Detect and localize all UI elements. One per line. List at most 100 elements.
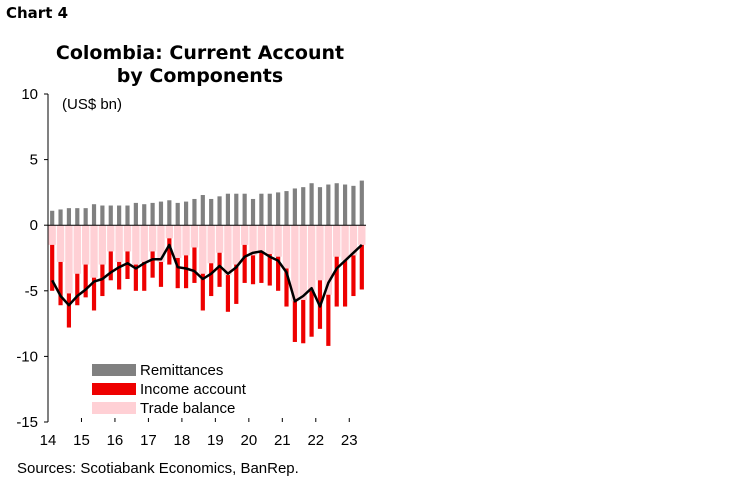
trade-balance-bar	[182, 225, 190, 256]
remittances-bar	[75, 208, 80, 226]
remittances-bar	[66, 208, 72, 226]
trade-balance-bar	[207, 225, 215, 264]
unit-label: (US$ bn)	[62, 96, 122, 113]
remittances-bar	[133, 202, 138, 226]
income-account-bar	[150, 251, 155, 278]
trade-balance-bar	[324, 225, 333, 295]
remittances-bar	[50, 210, 55, 226]
bars-layer	[48, 180, 366, 346]
remittances-bar	[309, 183, 314, 226]
trade-balance-bar	[73, 225, 81, 274]
income-account-bar	[359, 244, 364, 290]
legend-trade-balance-label: Trade balance	[140, 400, 235, 417]
income-account-bar	[192, 247, 197, 283]
chart-title-line2: by Components	[116, 65, 284, 87]
income-account-bar	[117, 261, 122, 290]
trade-balance-bar	[257, 225, 266, 252]
current-account-line	[51, 243, 363, 308]
remittances-bar	[209, 198, 214, 226]
income-account-bar	[301, 299, 306, 344]
y-tick-label: 5	[30, 152, 38, 169]
trade-balance-bar	[165, 225, 174, 239]
income-account-bar	[334, 256, 339, 307]
trade-balance-bar	[341, 225, 349, 261]
remittances-bar	[175, 202, 180, 226]
income-account-bar	[250, 255, 256, 285]
trade-balance-bar	[148, 225, 157, 252]
remittances-bar	[317, 187, 323, 226]
income-account-bar	[326, 294, 331, 346]
income-account-bar	[66, 293, 72, 328]
remittances-bar	[158, 201, 164, 226]
legend-remittances-label: Remittances	[140, 362, 223, 379]
income-account-bar	[225, 275, 231, 312]
income-account-bar	[200, 273, 205, 311]
trade-balance-bar	[98, 225, 107, 265]
remittances-bar	[200, 195, 205, 226]
x-tick-label: 23	[341, 432, 358, 449]
income-account-bar	[183, 255, 189, 289]
trade-balance-bar	[81, 225, 90, 265]
income-account-bar	[351, 255, 356, 297]
trade-balance-bar	[282, 225, 291, 269]
x-tick-label: 17	[140, 432, 157, 449]
trade-balance-bar	[48, 225, 56, 245]
trade-balance-bar	[316, 225, 324, 281]
chart-title: Colombia: Current Account by Components	[40, 42, 360, 88]
remittances-bar	[301, 187, 306, 226]
remittances-bar	[359, 180, 364, 226]
x-tick-label: 19	[207, 432, 224, 449]
income-account-bar	[209, 263, 214, 297]
remittances-bar	[342, 184, 348, 226]
remittances-bar	[292, 188, 297, 226]
trade-balance-bar	[190, 225, 199, 248]
trade-balance-bar	[274, 225, 282, 257]
x-tick-label: 22	[307, 432, 324, 449]
income-account-bar	[133, 264, 138, 291]
trade-balance-bar	[358, 225, 366, 245]
income-account-bar	[158, 261, 164, 287]
remittances-bar	[125, 205, 130, 226]
x-tick-label: 16	[107, 432, 124, 449]
y-tick-label: -15	[16, 414, 38, 431]
x-tick-label: 18	[174, 432, 191, 449]
remittances-bar	[83, 208, 88, 226]
y-tick-label: -5	[25, 283, 38, 300]
remittances-bar	[117, 205, 122, 226]
trade-balance-bar	[215, 225, 224, 253]
trade-balance-bar	[232, 225, 240, 265]
income-account-bar	[234, 264, 239, 304]
trade-balance-bar	[199, 225, 207, 274]
income-account-bar	[259, 251, 264, 283]
trade-balance-bar	[299, 225, 307, 300]
income-account-bar	[75, 273, 80, 306]
y-tick-label: 0	[30, 217, 38, 234]
trade-balance-bar	[157, 225, 165, 262]
income-account-bar	[167, 238, 172, 265]
income-account-bar	[267, 254, 272, 286]
remittances-bar	[259, 193, 264, 226]
trade-balance-bar	[249, 225, 257, 256]
income-account-bar	[284, 268, 289, 307]
remittances-bar	[150, 202, 155, 226]
income-account-bar	[83, 264, 88, 298]
legend-remittances-swatch	[92, 364, 136, 376]
legend: Remittances Income account Trade balance	[92, 362, 247, 417]
source-note: Sources: Scotiabank Economics, BanRep.	[17, 460, 299, 477]
income-account-bar	[242, 244, 247, 283]
trade-balance-bar	[65, 225, 73, 294]
income-account-bar	[58, 261, 63, 306]
trade-balance-bar	[123, 225, 132, 252]
legend-income-account-label: Income account	[140, 381, 247, 398]
trade-balance-bar	[333, 225, 341, 257]
remittances-bar	[142, 204, 147, 226]
trade-balance-bar	[349, 225, 358, 256]
income-account-bar	[292, 301, 297, 342]
trade-balance-bar	[56, 225, 65, 262]
remittances-bar	[192, 198, 197, 226]
legend-trade-balance-swatch	[92, 402, 136, 414]
remittances-bar	[276, 192, 281, 226]
income-account-bar	[175, 258, 180, 289]
x-tick-label: 14	[40, 432, 57, 449]
remittances-bar	[326, 184, 331, 226]
